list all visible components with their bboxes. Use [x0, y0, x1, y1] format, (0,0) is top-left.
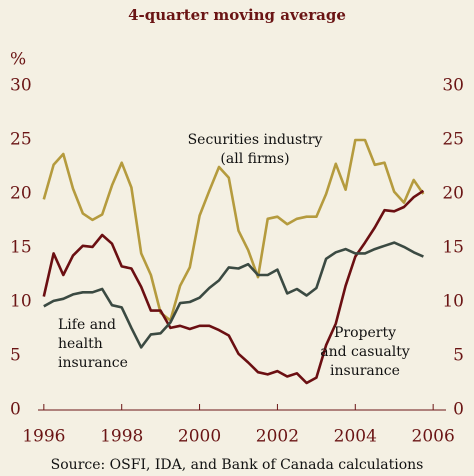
y2-tick-label: 30 — [442, 76, 464, 96]
series-line — [43, 241, 424, 349]
y-tick-label: 20 — [10, 184, 32, 204]
series-line — [42, 138, 425, 322]
y2-tick-label: 5 — [453, 346, 464, 366]
y-axis-label: % — [10, 50, 26, 70]
x-tick-label: 1996 — [22, 427, 65, 447]
y-tick-label: 15 — [10, 238, 32, 258]
y-tick-label: 30 — [10, 76, 32, 96]
source: Source: OSFI, IDA, and Bank of Canada ca… — [51, 457, 424, 473]
y-tick-label: 10 — [10, 292, 32, 312]
series-line — [42, 189, 425, 385]
x-tick-label: 1998 — [100, 427, 143, 447]
annotation: Property — [334, 325, 396, 341]
annotation: Securities industry — [188, 132, 323, 148]
y-tick-label: 5 — [10, 346, 21, 366]
annotation: insurance — [58, 355, 128, 371]
annotation: and casualty — [320, 344, 410, 360]
y2-tick-label: 15 — [442, 238, 464, 258]
annotation: health — [58, 336, 103, 352]
chart-title: 4-quarter moving average — [128, 6, 346, 24]
y2-tick-label: 25 — [442, 130, 464, 150]
y2-tick-label: 10 — [442, 292, 464, 312]
y-tick-label: 0 — [10, 400, 21, 420]
x-tick-label: 2006 — [412, 427, 455, 447]
annotation: insurance — [330, 363, 400, 379]
y2-tick-label: 20 — [442, 184, 464, 204]
x-tick-label: 2004 — [334, 427, 377, 447]
annotation: (all firms) — [220, 151, 289, 167]
x-tick-label: 2002 — [256, 427, 299, 447]
y2-tick-label: 0 — [453, 400, 464, 420]
annotation: Life and — [58, 317, 116, 333]
y-tick-label: 25 — [10, 130, 32, 150]
x-tick-label: 2000 — [178, 427, 221, 447]
